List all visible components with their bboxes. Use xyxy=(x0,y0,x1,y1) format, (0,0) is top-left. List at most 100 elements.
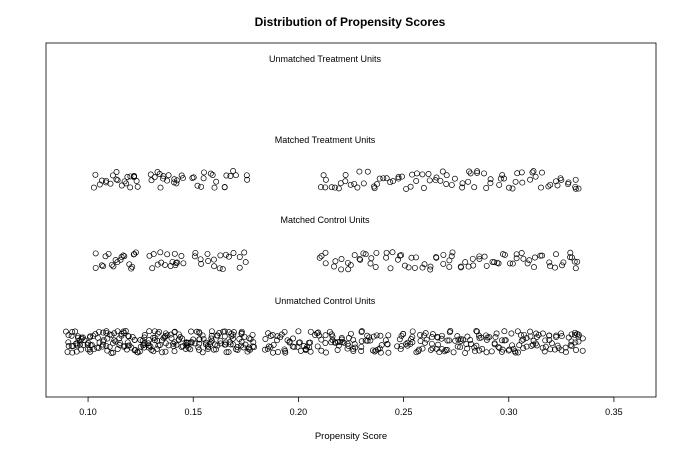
data-point xyxy=(100,329,107,336)
data-point xyxy=(568,331,575,338)
data-point xyxy=(440,251,447,258)
data-point xyxy=(345,342,352,349)
data-point xyxy=(573,347,579,353)
data-point xyxy=(270,341,277,348)
data-point xyxy=(496,181,503,188)
data-point xyxy=(157,184,164,191)
data-point xyxy=(120,252,127,259)
data-point xyxy=(395,256,401,263)
data-point xyxy=(423,336,430,343)
data-point xyxy=(567,342,574,349)
data-point xyxy=(518,337,525,344)
data-point xyxy=(378,342,385,349)
data-point xyxy=(155,342,162,349)
data-point xyxy=(113,176,120,183)
data-point xyxy=(447,328,454,334)
data-point xyxy=(162,261,168,268)
data-point xyxy=(539,330,546,337)
data-point xyxy=(65,343,72,349)
data-point xyxy=(217,337,224,344)
data-point xyxy=(180,260,187,267)
data-point xyxy=(72,328,79,335)
data-point xyxy=(195,344,202,351)
data-point xyxy=(291,344,298,351)
data-point xyxy=(383,254,390,261)
data-point xyxy=(221,184,228,191)
data-point xyxy=(295,328,302,335)
data-point xyxy=(474,168,481,175)
data-point xyxy=(518,250,525,256)
data-point xyxy=(205,258,212,264)
data-point xyxy=(227,341,234,348)
data-point xyxy=(548,340,555,347)
data-point xyxy=(241,249,248,256)
data-point xyxy=(154,261,161,268)
data-point xyxy=(335,342,342,349)
data-point xyxy=(229,335,236,342)
data-point xyxy=(117,256,124,263)
data-point xyxy=(317,184,324,191)
data-point xyxy=(441,348,448,355)
x-tick-label: 0.20 xyxy=(290,407,308,417)
data-point xyxy=(307,348,314,355)
data-point xyxy=(199,349,206,356)
data-point xyxy=(318,336,325,343)
data-point xyxy=(483,336,490,343)
data-point xyxy=(542,343,549,350)
data-point xyxy=(408,254,415,261)
data-point xyxy=(530,168,537,175)
data-point xyxy=(170,340,177,347)
data-point xyxy=(344,345,351,352)
data-point xyxy=(527,333,534,340)
data-point xyxy=(154,330,161,337)
data-point xyxy=(200,175,207,182)
data-point xyxy=(87,333,94,340)
data-point xyxy=(111,337,118,344)
data-point xyxy=(232,172,239,179)
data-point xyxy=(426,177,433,184)
data-point xyxy=(468,341,474,347)
data-point xyxy=(338,256,345,262)
data-point xyxy=(282,348,289,354)
data-point xyxy=(159,349,166,356)
data-point xyxy=(148,177,155,184)
data-point xyxy=(134,349,141,356)
data-point xyxy=(210,256,217,263)
data-point xyxy=(171,348,178,355)
data-point xyxy=(220,328,227,335)
data-point xyxy=(230,341,236,348)
data-point xyxy=(247,336,254,343)
data-point xyxy=(118,253,125,260)
data-point xyxy=(296,339,303,346)
data-point xyxy=(188,328,195,335)
data-point xyxy=(547,346,554,353)
data-point xyxy=(357,256,364,263)
data-point xyxy=(191,340,198,347)
data-point xyxy=(452,337,459,344)
data-point xyxy=(328,184,335,191)
data-point xyxy=(214,342,221,349)
data-point xyxy=(188,339,195,346)
data-point xyxy=(532,340,539,347)
data-point xyxy=(211,184,218,191)
data-point xyxy=(207,170,214,177)
data-point xyxy=(270,349,276,356)
data-point xyxy=(96,339,103,346)
data-point xyxy=(376,345,383,352)
data-point xyxy=(383,175,390,182)
data-point xyxy=(463,341,470,348)
data-point xyxy=(574,331,581,337)
data-point xyxy=(558,333,565,340)
data-point xyxy=(322,332,329,339)
data-point xyxy=(483,262,490,269)
data-point xyxy=(427,263,434,270)
data-point xyxy=(572,185,579,192)
data-point xyxy=(207,339,214,346)
data-point xyxy=(352,344,359,351)
data-point xyxy=(230,329,237,336)
data-point xyxy=(520,336,527,343)
data-point xyxy=(471,184,478,191)
data-point xyxy=(465,178,472,185)
data-point xyxy=(204,250,211,257)
data-point xyxy=(419,171,426,178)
